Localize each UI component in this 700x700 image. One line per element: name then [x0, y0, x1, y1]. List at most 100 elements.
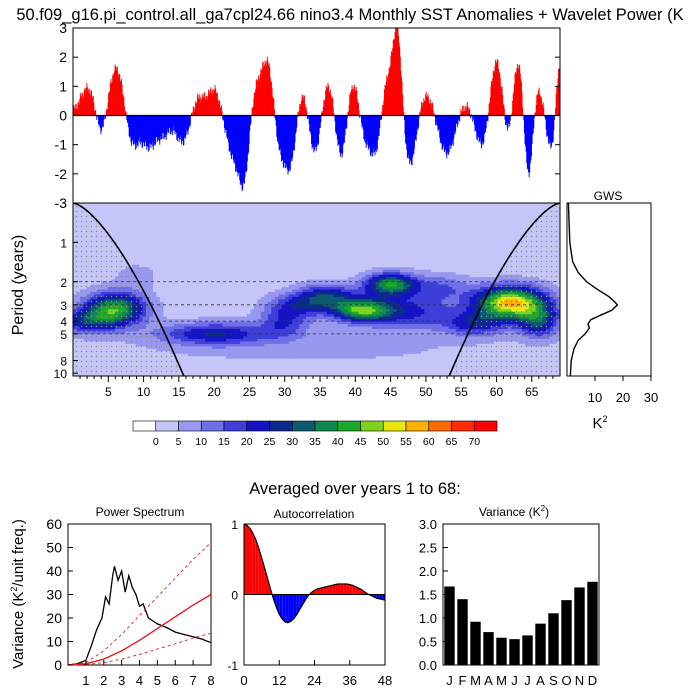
wavelet-cell [347, 225, 352, 229]
wavelet-cell [518, 232, 523, 236]
wavelet-cell [198, 205, 203, 209]
anomaly-bar [148, 115, 150, 152]
wavelet-cell [135, 254, 140, 258]
wavelet-cell [483, 269, 488, 273]
anomaly-bar [466, 105, 468, 116]
wavelet-cell [319, 212, 325, 216]
wavelet-cell [326, 257, 332, 261]
wavelet-cell [187, 222, 192, 226]
wavelet-cell [521, 205, 526, 209]
wavelet-cell [306, 203, 311, 207]
wavelet-cell [413, 235, 418, 239]
wavelet-cell [306, 207, 311, 212]
wavelet-cell [302, 254, 307, 258]
wavelet-cell [278, 210, 283, 214]
wavelet-cell [396, 269, 401, 273]
anomaly-bar [517, 67, 519, 116]
wavelet-cell [191, 205, 196, 209]
wavelet-cell [295, 230, 300, 234]
wavelet-cell [243, 217, 248, 221]
wavelet-cell [288, 212, 293, 216]
wavelet-cell [424, 207, 429, 212]
wavelet-cell [406, 252, 412, 256]
wavelet-cell [403, 203, 408, 207]
anomaly-bar [391, 52, 393, 116]
anomaly-bar [286, 115, 288, 165]
wavelet-cell [93, 205, 98, 209]
wavelet-cell [483, 254, 488, 258]
wavelet-cell [427, 222, 432, 226]
wavelet-cell [420, 262, 425, 266]
anomaly-bar [445, 115, 447, 149]
anomaly-bar [98, 115, 100, 125]
timeseries-bars [73, 28, 560, 192]
wavelet-cell [333, 210, 338, 214]
wavelet-cell [250, 235, 255, 239]
wavelet-cell [159, 232, 165, 236]
wavelet-cell [434, 222, 439, 226]
wavelet-cell [473, 272, 478, 276]
anomaly-bar [163, 115, 165, 139]
wavelet-cell [379, 203, 384, 207]
wavelet-cell [215, 272, 220, 276]
wavelet-cell [100, 210, 105, 214]
wavelet-cell [201, 267, 206, 271]
anomaly-bar [481, 115, 483, 145]
wavelet-cell [121, 247, 126, 251]
wavelet-cell [399, 254, 405, 258]
wavelet-cell [497, 264, 502, 268]
anomaly-bar [344, 115, 346, 136]
wavelet-cell [306, 242, 311, 246]
wavelet-cell [424, 245, 429, 249]
wavelet-cell [358, 220, 363, 224]
wavelet-cell [107, 232, 112, 236]
wavelet-cell [476, 212, 481, 216]
anomaly-bar [369, 115, 371, 156]
wavelet-cell [135, 264, 140, 268]
wavelet-cell [417, 269, 422, 273]
wavelet-cell [452, 220, 457, 224]
wavelet-cell [302, 205, 307, 209]
wavelet-cell [316, 240, 321, 244]
anomaly-bar [519, 73, 521, 116]
wavelet-cell [257, 220, 262, 224]
wavelet-cell [431, 259, 436, 263]
wavelet-cell [386, 237, 391, 241]
wavelet-cell [396, 257, 401, 261]
anomaly-bar [361, 115, 362, 124]
wavelet-cell [483, 257, 488, 261]
wavelet-cell [420, 215, 425, 219]
wavelet-cell [201, 257, 206, 261]
wavelet-cell [351, 232, 356, 236]
wavelet-cell [229, 237, 234, 241]
wavelet-cell [372, 215, 377, 219]
wavelet-cell [194, 207, 199, 212]
wavelet-cell [413, 230, 418, 234]
wavelet-cell [504, 237, 509, 241]
wavelet-cell [243, 220, 248, 224]
wavelet-cell [493, 227, 498, 231]
wavelet-cell [479, 212, 485, 216]
wavelet-cell [292, 235, 297, 239]
wavelet-cell [427, 220, 432, 224]
wavelet-cell [104, 203, 109, 207]
wavelet-cell [323, 252, 328, 256]
wavelet-cell [413, 220, 418, 224]
wavelet-cell [417, 220, 422, 224]
anomaly-bar [538, 87, 540, 116]
wavelet-cell [149, 257, 154, 261]
anomaly-bar [365, 115, 367, 144]
wavelet-cell [410, 242, 415, 246]
wavelet-cell [483, 262, 488, 266]
anomaly-bar [468, 107, 470, 116]
wavelet-cell [215, 205, 220, 209]
wavelet-cell [264, 240, 269, 244]
wavelet-cell [299, 220, 304, 224]
wavelet-cell [125, 257, 130, 261]
wavelet-cell [413, 222, 418, 226]
wavelet-cell [222, 215, 227, 219]
wavelet-cell [462, 222, 467, 226]
anomaly-bar [438, 115, 440, 130]
wavelet-cell [358, 254, 363, 258]
wavelet-cell [427, 272, 432, 276]
